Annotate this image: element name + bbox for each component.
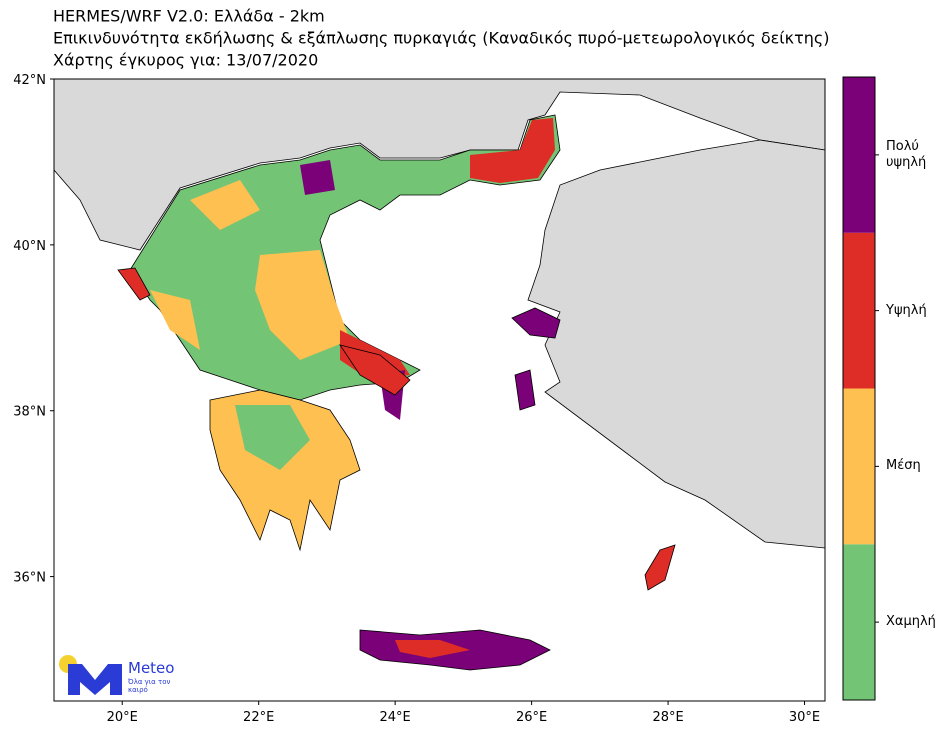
- colorbar-segment: [843, 77, 875, 233]
- x-tick-label: 24°E: [380, 710, 411, 725]
- fire-medium: [150, 180, 350, 360]
- colorbar-label: Πολύ υψηλή: [886, 138, 927, 170]
- island-chios: [514, 369, 536, 411]
- title-line: Χάρτης έγκυρος για: 13/07/2020: [53, 51, 318, 70]
- x-tick-label: 26°E: [516, 710, 547, 725]
- island-lesvos: [511, 307, 561, 339]
- logo-tagline: Όλα για τον καιρό: [128, 678, 171, 694]
- title-line: HERMES/WRF V2.0: Ελλάδα - 2km: [53, 7, 325, 26]
- logo-mark: [68, 664, 122, 695]
- title: HERMES/WRF V2.0: Ελλάδα - 2km Επικινδυνό…: [53, 7, 830, 70]
- fire-low: [235, 405, 310, 470]
- title-line: Επικινδυνότητα εκδήλωσης & εξάπλωσης πυρ…: [53, 29, 830, 48]
- logo: [59, 655, 122, 695]
- colorbar-segment: [843, 388, 875, 545]
- x-tick-label: 22°E: [243, 710, 274, 725]
- colorbar-label: Υψηλή: [886, 302, 927, 318]
- island-corfu: [117, 267, 151, 301]
- y-tick-label: 38°N: [13, 405, 46, 420]
- colorbar-label: Χαμηλή: [886, 614, 936, 630]
- fire-high: [395, 640, 470, 658]
- axes: 20°E 22°E 24°E 26°E 28°E 30°E 36°N 38°N 40°N 42°N: [13, 73, 820, 725]
- colorbar-segment: [843, 232, 875, 389]
- island-evia: [339, 344, 411, 396]
- x-tick-label: 20°E: [107, 710, 138, 725]
- y-tick-label: 42°N: [13, 73, 46, 88]
- logo-name: Meteo: [128, 659, 175, 677]
- x-tick-label: 28°E: [652, 710, 683, 725]
- colorbar-segment: [843, 544, 875, 700]
- colorbar: [842, 76, 879, 701]
- island-rhodes: [644, 544, 676, 591]
- colorbar-frame: [842, 76, 876, 701]
- map: [54, 79, 825, 701]
- land-north: [54, 79, 825, 251]
- y-tick-label: 40°N: [13, 239, 46, 254]
- x-tick-label: 30°E: [789, 710, 820, 725]
- map-frame: [53, 78, 826, 702]
- y-tick-label: 36°N: [13, 571, 46, 586]
- colorbar-label: Μέση: [886, 458, 921, 474]
